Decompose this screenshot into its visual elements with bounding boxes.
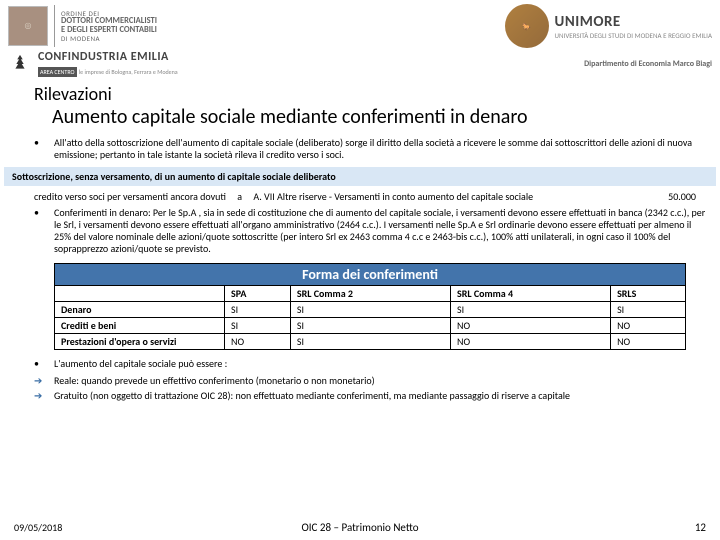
credit-left: credito verso soci per versamenti ancora… — [34, 190, 646, 203]
cell: NO — [225, 334, 291, 350]
arrow-icon: ➔ — [34, 390, 54, 403]
th-srl4: SRL Comma 4 — [450, 286, 610, 302]
row-label: Crediti e beni — [55, 318, 225, 334]
confind-area-sub: le imprese di Bologna, Ferrara e Modena — [79, 68, 178, 76]
cell: SI — [225, 318, 291, 334]
unimore-text: UNIMORE UNIVERSITÀ DEGLI STUDI DI MODENA… — [555, 13, 712, 40]
th-srl2: SRL Comma 2 — [290, 286, 450, 302]
credit-left-text: credito verso soci per versamenti ancora… — [34, 190, 226, 203]
final-lead: • L'aumento del capitale sociale può ess… — [0, 352, 720, 374]
table-row: Denaro SI SI SI SI — [55, 302, 686, 318]
row-label: Denaro — [55, 302, 225, 318]
cell: SI — [450, 302, 610, 318]
bullet-marker: • — [34, 358, 54, 370]
cell: SI — [290, 318, 450, 334]
confind-name: CONFINDUSTRIA EMILIA — [38, 50, 178, 64]
credit-mid-text: A. VII Altre riserve - Versamenti in con… — [253, 190, 533, 203]
bullet-1: • All'atto della sottoscrizione dell'aum… — [0, 135, 720, 165]
confindustria-text: CONFINDUSTRIA EMILIA AREA CENTRO le impr… — [38, 50, 178, 77]
bullet-2: • Conferimenti in denaro: Per le Sp.A , … — [0, 205, 720, 259]
divider — [54, 5, 55, 47]
unimore-name: UNIMORE — [555, 13, 712, 31]
eagle-icon — [8, 52, 32, 76]
cell: SI — [611, 302, 686, 318]
table-row: Crediti e beni SI SI NO NO — [55, 318, 686, 334]
bullet-marker: • — [34, 207, 54, 255]
ordine-logo-block: ◎ ORDINE DEI DOTTORI COMMERCIALISTI E DE… — [8, 5, 157, 47]
table-wrap: Forma dei conferimenti SPA SRL Comma 2 S… — [0, 259, 720, 352]
bullet-marker: • — [34, 137, 54, 161]
footer-center: OIC 28 – Patrimonio Netto — [301, 521, 418, 534]
table-header-row: SPA SRL Comma 2 SRL Comma 4 SRLS — [55, 286, 686, 302]
confind-area: AREA CENTRO — [38, 67, 77, 77]
unimore-sub: UNIVERSITÀ DEGLI STUDI DI MODENA E REGGI… — [555, 31, 712, 40]
ordine-line3: DI MODENA — [61, 35, 157, 42]
arrow-icon: ➔ — [34, 375, 54, 388]
th-blank — [55, 286, 225, 302]
credit-row: credito verso soci per versamenti ancora… — [0, 188, 720, 205]
th-srls: SRLS — [611, 286, 686, 302]
arrow-text: Gratuito (non oggetto di trattazione OIC… — [54, 390, 570, 403]
title-block: Rilevazioni Aumento capitale sociale med… — [0, 81, 720, 135]
cell: NO — [450, 334, 610, 350]
final-lead-text: L'aumento del capitale sociale può esser… — [54, 358, 706, 370]
credit-amount: 50.000 — [646, 190, 706, 203]
blue-bar: Sottoscrizione, senza versamento, di un … — [4, 167, 716, 186]
arrow-bullet-2: ➔ Gratuito (non oggetto di trattazione O… — [0, 389, 720, 404]
table-title-row: Forma dei conferimenti — [55, 264, 686, 286]
cell: NO — [611, 334, 686, 350]
cell: SI — [290, 302, 450, 318]
bullet-2-text: Conferimenti in denaro: Per le Sp.A , si… — [54, 207, 706, 255]
cell: NO — [450, 318, 610, 334]
footer-page: 12 — [695, 521, 706, 534]
confindustria-block: CONFINDUSTRIA EMILIA AREA CENTRO le impr… — [8, 50, 178, 77]
footer: 09/05/2018 OIC 28 – Patrimonio Netto 12 — [14, 521, 706, 534]
unimore-seal-icon: 🐎 — [505, 4, 549, 48]
cell: SI — [225, 302, 291, 318]
title-small: Rilevazioni — [34, 83, 686, 105]
credit-sep: a — [237, 190, 242, 203]
th-spa: SPA — [225, 286, 291, 302]
footer-date: 09/05/2018 — [14, 521, 62, 534]
table-row: Prestazioni d'opera o servizi NO SI NO N… — [55, 334, 686, 350]
table-title: Forma dei conferimenti — [55, 264, 686, 286]
ordine-seal-icon: ◎ — [8, 6, 48, 46]
bullet-1-text: All'atto della sottoscrizione dell'aumen… — [54, 137, 706, 161]
cell: SI — [290, 334, 450, 350]
cell: NO — [611, 318, 686, 334]
title-main: Aumento capitale sociale mediante confer… — [34, 105, 686, 129]
row-label: Prestazioni d'opera o servizi — [55, 334, 225, 350]
dipartimento-label: Dipartimento di Economia Marco Biagi — [584, 59, 712, 69]
arrow-text: Reale: quando prevede un effettivo confe… — [54, 375, 375, 388]
ordine-text: ORDINE DEI DOTTORI COMMERCIALISTI E DEGL… — [61, 10, 157, 43]
subheader-row: CONFINDUSTRIA EMILIA AREA CENTRO le impr… — [0, 50, 720, 81]
conferimenti-table: Forma dei conferimenti SPA SRL Comma 2 S… — [54, 263, 686, 350]
unimore-logo-block: 🐎 UNIMORE UNIVERSITÀ DEGLI STUDI DI MODE… — [505, 4, 712, 48]
header-row: ◎ ORDINE DEI DOTTORI COMMERCIALISTI E DE… — [0, 0, 720, 50]
arrow-bullet-1: ➔ Reale: quando prevede un effettivo con… — [0, 374, 720, 389]
